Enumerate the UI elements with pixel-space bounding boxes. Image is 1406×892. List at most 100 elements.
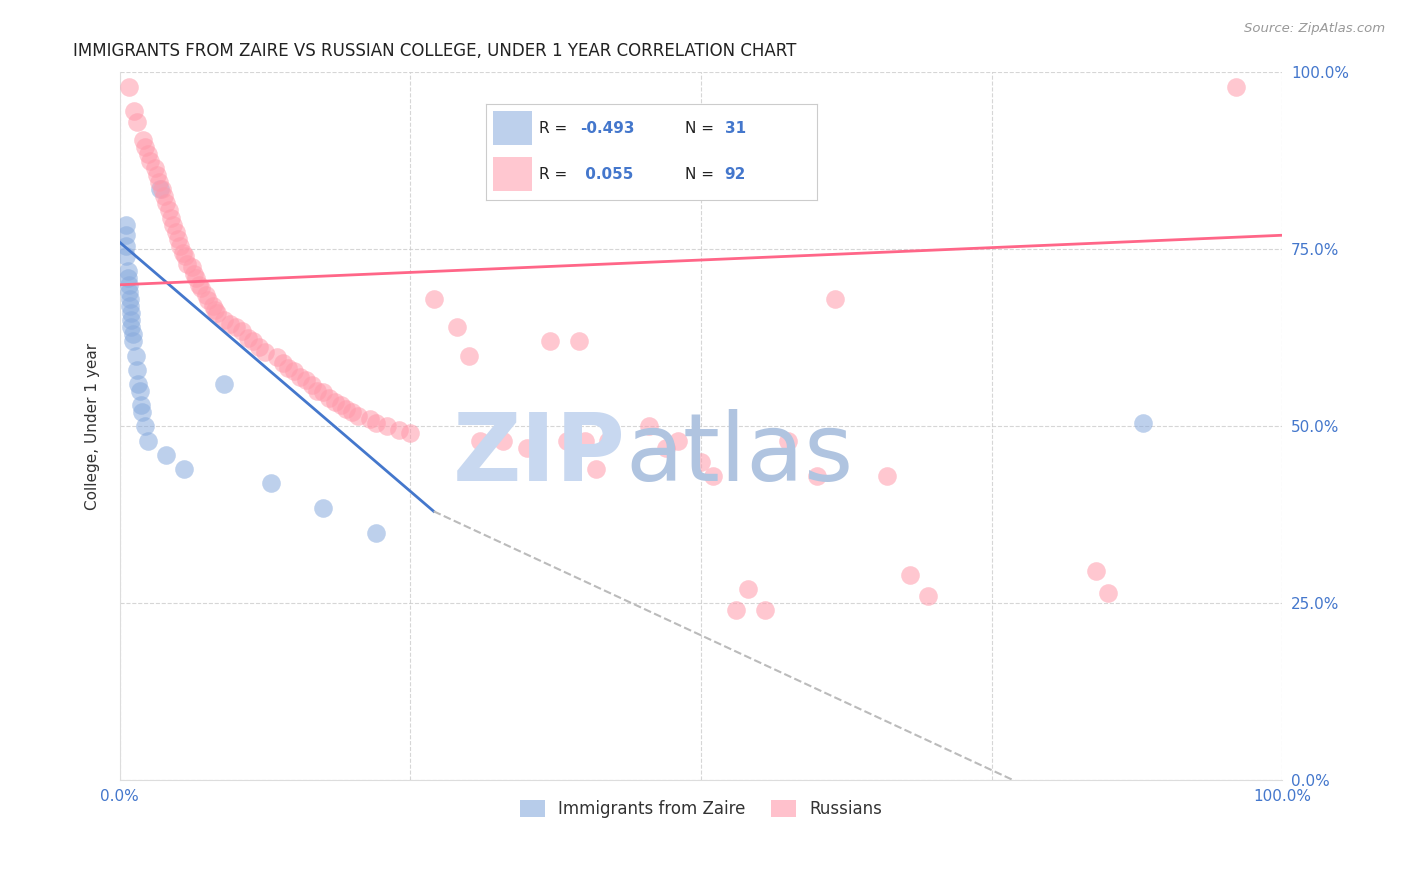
Point [190,281,212,295]
Point [312,500,335,515]
Point [120,320,142,334]
Point [266,350,288,364]
Point [114,228,136,243]
Point [194,288,217,302]
Point [225,320,247,334]
Point [277,361,299,376]
Point [388,423,411,437]
Point [702,469,724,483]
Point [666,434,689,448]
Point [585,462,607,476]
Point [247,340,270,354]
Point [176,256,198,270]
Point [155,196,177,211]
Point [574,434,596,448]
Point [172,246,194,260]
Point [323,394,346,409]
Point [1132,416,1154,430]
Point [242,334,264,349]
Text: atlas: atlas [626,409,853,500]
Point [214,376,236,391]
Point [236,331,259,345]
Point [207,306,229,320]
Point [271,356,294,370]
Point [139,153,162,168]
Y-axis label: College, Under 1 year: College, Under 1 year [86,343,100,510]
Point [187,277,209,292]
Point [1085,565,1108,579]
Point [1097,585,1119,599]
Point [134,419,156,434]
Point [122,104,145,119]
Point [917,589,939,603]
Point [778,434,800,448]
Point [118,277,141,292]
Point [167,232,190,246]
Point [335,401,357,416]
Point [173,250,195,264]
Point [120,292,142,306]
Point [598,434,620,448]
Point [307,384,329,398]
Point [197,293,219,308]
Point [301,378,323,392]
Point [219,317,242,331]
Point [637,419,659,434]
Point [114,250,136,264]
Point [120,306,142,320]
Point [492,434,515,448]
Point [114,239,136,253]
Point [446,320,468,334]
Point [364,416,387,430]
Point [173,462,195,476]
Point [260,475,283,490]
Point [254,345,277,359]
Point [364,525,387,540]
Point [204,302,226,317]
Point [150,182,173,196]
Text: Source: ZipAtlas.com: Source: ZipAtlas.com [1244,22,1385,36]
Point [131,405,153,419]
Point [120,313,142,327]
Point [538,334,561,349]
Point [132,133,155,147]
Point [183,267,205,281]
Legend: Immigrants from Zaire, Russians: Immigrants from Zaire, Russians [513,794,889,825]
Point [125,349,148,363]
Point [568,334,591,349]
Point [136,434,159,448]
Point [148,175,170,189]
Point [806,469,828,483]
Point [120,299,142,313]
Point [359,412,381,426]
Point [318,391,340,405]
Point [117,263,139,277]
Point [114,218,136,232]
Point [143,161,166,175]
Point [117,270,139,285]
Point [347,409,370,423]
Point [155,448,177,462]
Point [690,455,713,469]
Point [121,334,143,349]
Point [737,582,759,597]
Point [288,369,311,384]
Point [129,398,152,412]
Point [283,364,305,378]
Point [118,79,141,94]
Point [557,434,579,448]
Text: ZIP: ZIP [453,409,626,500]
Point [127,376,149,391]
Point [231,324,253,338]
Point [165,225,187,239]
Point [399,426,422,441]
Point [329,398,352,412]
Point [127,115,149,129]
Point [900,568,922,582]
Point [375,419,398,434]
Point [162,218,184,232]
Point [754,603,776,617]
Point [724,603,747,617]
Point [136,146,159,161]
Point [312,385,335,400]
